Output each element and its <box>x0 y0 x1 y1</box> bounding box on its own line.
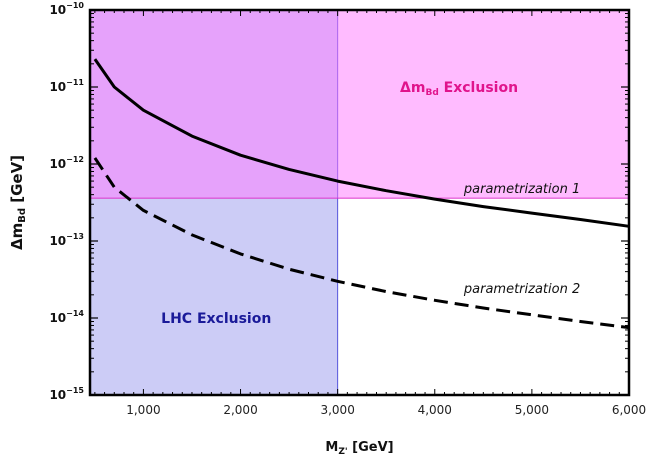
y-tick-label-base: 10 <box>49 3 66 17</box>
exclusion-region-label-sub: Bd <box>425 88 438 98</box>
x-axis-label-main: M <box>325 440 338 455</box>
x-tick-label-1: 2,000 <box>223 403 257 417</box>
exclusion-region-label-1: ΔmBd Exclusion <box>400 80 518 98</box>
y-tick-label-0: 10−10 <box>49 1 84 17</box>
y-tick-label-exponent: −13 <box>66 232 84 241</box>
y-tick-label-exponent: −11 <box>66 78 84 87</box>
y-tick-label-3: 10−13 <box>49 232 84 248</box>
exclusion-region-label-rest: Exclusion <box>439 80 518 96</box>
exclusion-region-label-0: LHC Exclusion <box>161 311 271 327</box>
y-tick-label-exponent: −15 <box>66 386 84 395</box>
exclusion-region-1 <box>89 9 630 199</box>
series-label-1: parametrization 2 <box>463 282 580 297</box>
x-axis-label-unit: [GeV] <box>348 440 394 455</box>
x-tick-label-5: 6,000 <box>612 403 646 417</box>
y-axis-label-unit: [GeV] <box>8 155 26 208</box>
x-tick-label-3: 4,000 <box>418 403 452 417</box>
y-tick-label-base: 10 <box>49 388 66 402</box>
exclusion-region-label-main: Δm <box>400 80 425 96</box>
x-axis-label-sub: Z' <box>338 447 347 457</box>
y-tick-label-exponent: −12 <box>66 155 84 164</box>
x-tick-label-2: 3,000 <box>320 403 354 417</box>
y-axis-label-main: Δm <box>8 223 26 250</box>
y-tick-label-base: 10 <box>49 234 66 248</box>
exclusion-region-labels: LHC Exclusion ΔmBd Exclusion <box>161 80 518 327</box>
x-tick-label-0: 1,000 <box>126 403 160 417</box>
series-line-0 <box>93 58 630 228</box>
y-tick-label-4: 10−14 <box>49 309 84 325</box>
y-tick-label-exponent: −10 <box>66 1 84 10</box>
y-tick-label-2: 10−12 <box>49 155 84 171</box>
y-tick-label-exponent: −14 <box>66 309 84 318</box>
series-line-1 <box>93 157 630 330</box>
y-tick-label-1: 10−11 <box>49 78 84 94</box>
x-axis-label: MZ' [GeV] <box>325 440 393 457</box>
plot-frame <box>88 8 631 397</box>
series-labels: parametrization 1 parametrization 2 <box>463 182 580 297</box>
y-tick-label-base: 10 <box>49 311 66 325</box>
y-tick-label-base: 10 <box>49 80 66 94</box>
exclusion-region-label-main: LHC Exclusion <box>161 311 271 327</box>
x-axis-ticks: 1,000 2,000 3,000 4,000 5,000 6,000 <box>94 10 646 417</box>
exclusion-regions <box>89 9 630 396</box>
y-tick-label-base: 10 <box>49 157 66 171</box>
series-lines <box>93 58 630 330</box>
series-label-0: parametrization 1 <box>463 182 580 197</box>
y-tick-label-5: 10−15 <box>49 386 84 402</box>
y-axis-label-sub: Bd <box>17 208 28 223</box>
y-axis-label: ΔmBd [GeV] <box>8 155 28 250</box>
x-tick-label-4: 5,000 <box>515 403 549 417</box>
axes <box>88 8 631 397</box>
